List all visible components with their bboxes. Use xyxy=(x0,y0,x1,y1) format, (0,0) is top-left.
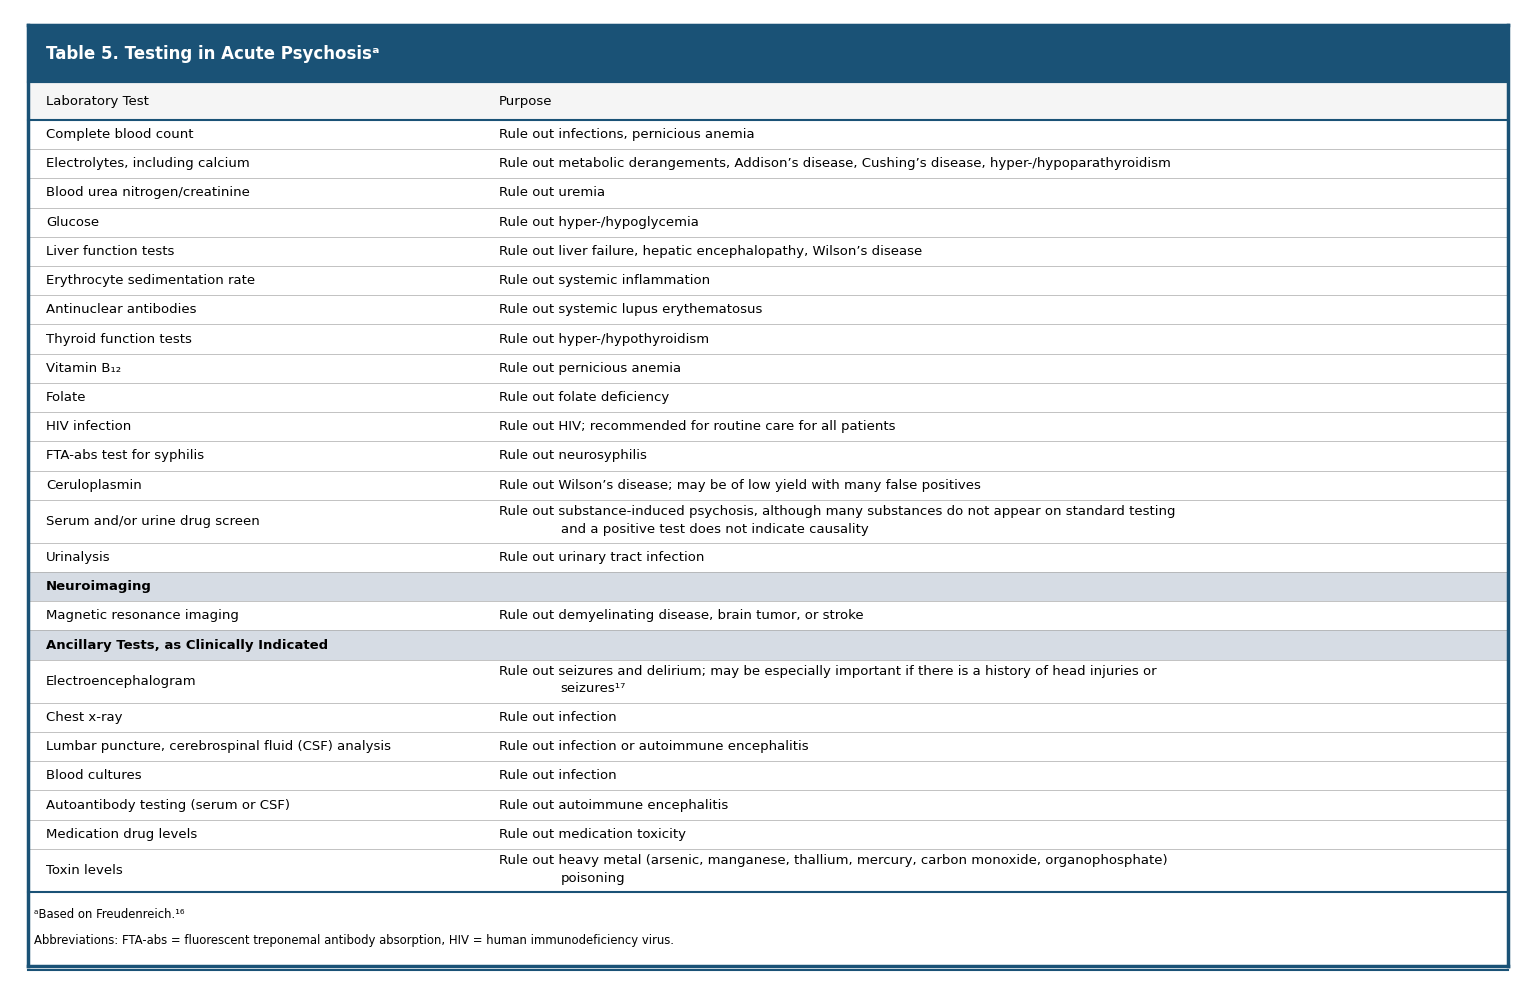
Text: Abbreviations: FTA-abs = fluorescent treponemal antibody absorption, HIV = human: Abbreviations: FTA-abs = fluorescent tre… xyxy=(34,934,674,946)
Text: Rule out heavy metal (arsenic, manganese, thallium, mercury, carbon monoxide, or: Rule out heavy metal (arsenic, manganese… xyxy=(499,854,1167,867)
Text: Neuroimaging: Neuroimaging xyxy=(46,580,152,594)
Text: Rule out folate deficiency: Rule out folate deficiency xyxy=(499,391,670,404)
Text: poisoning: poisoning xyxy=(561,872,625,885)
FancyBboxPatch shape xyxy=(28,761,1508,791)
Text: seizures¹⁷: seizures¹⁷ xyxy=(561,683,627,696)
Text: and a positive test does not indicate causality: and a positive test does not indicate ca… xyxy=(561,522,868,535)
Text: Purpose: Purpose xyxy=(499,94,553,108)
FancyBboxPatch shape xyxy=(28,849,1508,892)
Text: Magnetic resonance imaging: Magnetic resonance imaging xyxy=(46,609,240,622)
Text: Electroencephalogram: Electroencephalogram xyxy=(46,675,197,688)
FancyBboxPatch shape xyxy=(28,441,1508,471)
Text: Rule out pernicious anemia: Rule out pernicious anemia xyxy=(499,362,682,375)
Text: Vitamin B₁₂: Vitamin B₁₂ xyxy=(46,362,121,375)
Text: ᵃBased on Freudenreich.¹⁶: ᵃBased on Freudenreich.¹⁶ xyxy=(34,908,184,921)
Text: Rule out demyelinating disease, brain tumor, or stroke: Rule out demyelinating disease, brain tu… xyxy=(499,609,863,622)
Text: HIV infection: HIV infection xyxy=(46,420,132,433)
Text: FTA-abs test for syphilis: FTA-abs test for syphilis xyxy=(46,450,204,463)
FancyBboxPatch shape xyxy=(28,324,1508,354)
Text: Laboratory Test: Laboratory Test xyxy=(46,94,149,108)
FancyBboxPatch shape xyxy=(28,703,1508,732)
FancyBboxPatch shape xyxy=(28,207,1508,237)
FancyBboxPatch shape xyxy=(28,383,1508,412)
Text: Rule out infection or autoimmune encephalitis: Rule out infection or autoimmune encepha… xyxy=(499,740,809,753)
Text: Chest x-ray: Chest x-ray xyxy=(46,711,123,723)
FancyBboxPatch shape xyxy=(28,82,1508,120)
FancyBboxPatch shape xyxy=(28,820,1508,849)
Text: Rule out hyper-/hypothyroidism: Rule out hyper-/hypothyroidism xyxy=(499,333,710,346)
Text: Lumbar puncture, cerebrospinal fluid (CSF) analysis: Lumbar puncture, cerebrospinal fluid (CS… xyxy=(46,740,392,753)
Text: Thyroid function tests: Thyroid function tests xyxy=(46,333,192,346)
Text: Medication drug levels: Medication drug levels xyxy=(46,827,197,840)
FancyBboxPatch shape xyxy=(28,499,1508,543)
Text: Rule out seizures and delirium; may be especially important if there is a histor: Rule out seizures and delirium; may be e… xyxy=(499,665,1157,678)
Text: Rule out infection: Rule out infection xyxy=(499,711,617,723)
Text: Rule out neurosyphilis: Rule out neurosyphilis xyxy=(499,450,647,463)
Text: Complete blood count: Complete blood count xyxy=(46,128,194,141)
FancyBboxPatch shape xyxy=(28,295,1508,324)
Text: Autoantibody testing (serum or CSF): Autoantibody testing (serum or CSF) xyxy=(46,799,290,812)
FancyBboxPatch shape xyxy=(28,25,1508,82)
FancyBboxPatch shape xyxy=(28,149,1508,178)
Text: Rule out HIV; recommended for routine care for all patients: Rule out HIV; recommended for routine ca… xyxy=(499,420,895,433)
Text: Erythrocyte sedimentation rate: Erythrocyte sedimentation rate xyxy=(46,275,255,287)
FancyBboxPatch shape xyxy=(28,572,1508,602)
Text: Blood urea nitrogen/creatinine: Blood urea nitrogen/creatinine xyxy=(46,186,250,199)
FancyBboxPatch shape xyxy=(28,237,1508,266)
Text: Table 5. Testing in Acute Psychosisᵃ: Table 5. Testing in Acute Psychosisᵃ xyxy=(46,45,379,62)
Text: Ancillary Tests, as Clinically Indicated: Ancillary Tests, as Clinically Indicated xyxy=(46,638,329,651)
Text: Liver function tests: Liver function tests xyxy=(46,245,175,258)
FancyBboxPatch shape xyxy=(28,791,1508,820)
Text: Rule out hyper-/hypoglycemia: Rule out hyper-/hypoglycemia xyxy=(499,216,699,229)
FancyBboxPatch shape xyxy=(28,543,1508,572)
FancyBboxPatch shape xyxy=(28,120,1508,149)
Text: Folate: Folate xyxy=(46,391,86,404)
Text: Urinalysis: Urinalysis xyxy=(46,551,111,564)
Text: Serum and/or urine drug screen: Serum and/or urine drug screen xyxy=(46,514,260,528)
Text: Rule out medication toxicity: Rule out medication toxicity xyxy=(499,827,687,840)
FancyBboxPatch shape xyxy=(28,266,1508,295)
FancyBboxPatch shape xyxy=(28,630,1508,660)
Text: Rule out autoimmune encephalitis: Rule out autoimmune encephalitis xyxy=(499,799,728,812)
FancyBboxPatch shape xyxy=(28,178,1508,207)
Text: Toxin levels: Toxin levels xyxy=(46,864,123,877)
FancyBboxPatch shape xyxy=(28,471,1508,499)
Text: Rule out systemic lupus erythematosus: Rule out systemic lupus erythematosus xyxy=(499,303,762,316)
FancyBboxPatch shape xyxy=(28,660,1508,703)
Text: Rule out urinary tract infection: Rule out urinary tract infection xyxy=(499,551,705,564)
Text: Glucose: Glucose xyxy=(46,216,100,229)
Text: Rule out infections, pernicious anemia: Rule out infections, pernicious anemia xyxy=(499,128,754,141)
Text: Rule out infection: Rule out infection xyxy=(499,769,617,782)
Text: Electrolytes, including calcium: Electrolytes, including calcium xyxy=(46,158,250,170)
FancyBboxPatch shape xyxy=(28,602,1508,630)
Text: Rule out uremia: Rule out uremia xyxy=(499,186,605,199)
FancyBboxPatch shape xyxy=(28,732,1508,761)
Text: Rule out systemic inflammation: Rule out systemic inflammation xyxy=(499,275,710,287)
Text: Rule out substance-induced psychosis, although many substances do not appear on : Rule out substance-induced psychosis, al… xyxy=(499,505,1175,518)
Text: Rule out metabolic derangements, Addison’s disease, Cushing’s disease, hyper-/hy: Rule out metabolic derangements, Addison… xyxy=(499,158,1170,170)
FancyBboxPatch shape xyxy=(28,412,1508,441)
Text: Antinuclear antibodies: Antinuclear antibodies xyxy=(46,303,197,316)
FancyBboxPatch shape xyxy=(28,354,1508,383)
Text: Ceruloplasmin: Ceruloplasmin xyxy=(46,479,141,492)
Text: Blood cultures: Blood cultures xyxy=(46,769,141,782)
Text: Rule out Wilson’s disease; may be of low yield with many false positives: Rule out Wilson’s disease; may be of low… xyxy=(499,479,982,492)
Text: Rule out liver failure, hepatic encephalopathy, Wilson’s disease: Rule out liver failure, hepatic encephal… xyxy=(499,245,923,258)
